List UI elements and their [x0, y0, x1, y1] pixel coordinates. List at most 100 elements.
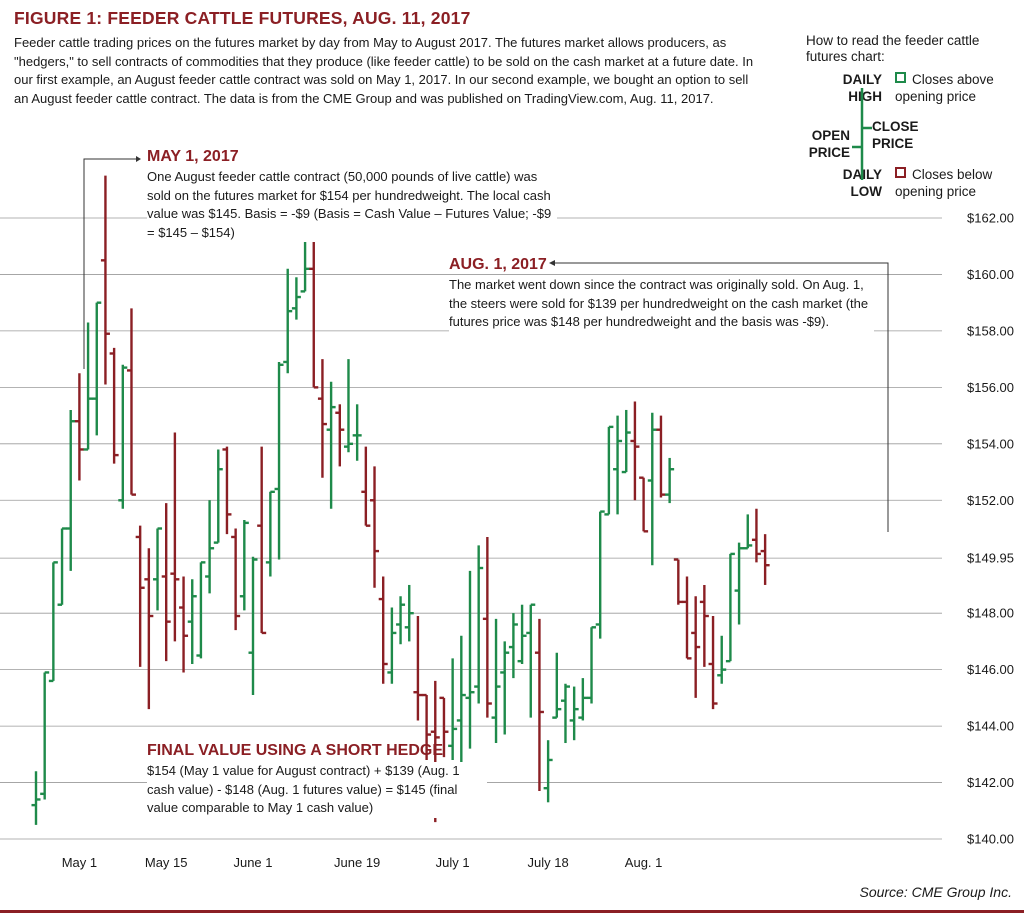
ohlc-bar — [439, 696, 449, 758]
callout-lines — [83, 156, 889, 532]
ohlc-bar — [161, 503, 171, 662]
ohlc-bar — [57, 527, 67, 606]
ohlc-bar — [422, 693, 432, 760]
legend-open-line2: PRICE — [808, 145, 850, 160]
ohlc-bar — [587, 626, 597, 704]
ohlc-bar — [300, 234, 310, 293]
ohlc-bar — [413, 616, 423, 721]
y-tick-label: $158.00 — [967, 323, 1014, 338]
y-tick-label: $162.00 — [967, 211, 1014, 226]
ohlc-bar — [508, 613, 518, 679]
ohlc-bar — [361, 446, 371, 527]
legend-closes-above-text: Closes above — [912, 72, 994, 87]
x-tick-label: June 19 — [334, 855, 380, 870]
ohlc-bar — [639, 476, 649, 533]
source-note: Source: CME Group Inc. — [859, 884, 1012, 900]
ohlc-bar — [387, 607, 397, 684]
ohlc-bar — [144, 548, 154, 710]
figure-title: FIGURE 1: FEEDER CATTLE FUTURES, AUG. 11… — [14, 8, 471, 28]
ohlc-bar — [222, 446, 232, 535]
ohlc-bars — [31, 175, 770, 825]
x-tick-label: July 1 — [436, 855, 470, 870]
legend-open-line1: OPEN — [811, 128, 850, 143]
down-square-icon — [895, 167, 906, 178]
y-tick-label: $142.00 — [967, 775, 1014, 790]
x-axis-labels: May 1 May 15 June 1 June 19 July 1 July 18 Aug… — [62, 855, 663, 870]
ohlc-bar — [717, 635, 727, 684]
may1-annotation-text: One August feeder cattle contract (50,00… — [147, 168, 557, 242]
figure-description: Feeder cattle trading prices on the futu… — [14, 35, 754, 106]
ohlc-bar — [265, 490, 275, 577]
y-tick-label: $160.00 — [967, 267, 1014, 282]
y-tick-label: $148.00 — [967, 606, 1014, 621]
y-tick-label: $140.00 — [967, 832, 1014, 847]
legend-ohlc-glyph — [852, 88, 872, 180]
legend-title: How to read the feeder cattle futures ch… — [806, 33, 980, 64]
ohlc-bar — [40, 671, 50, 800]
x-tick-label: Aug. 1 — [625, 855, 663, 870]
may1-callout-arrow — [136, 156, 141, 162]
ohlc-bar — [92, 301, 102, 436]
ohlc-bar — [291, 277, 301, 320]
legend-daily-high-line2: HIGH — [848, 89, 882, 104]
ohlc-bar — [343, 359, 353, 453]
legend-closes-below-label: Closes below opening price — [895, 166, 992, 200]
ohlc-bar — [83, 322, 93, 451]
ohlc-bar — [213, 449, 223, 544]
y-tick-label: $146.00 — [967, 662, 1014, 677]
ohlc-bar — [109, 347, 119, 464]
ohlc-bar — [370, 466, 380, 588]
ohlc-bar — [179, 576, 189, 673]
legend-close-line1: CLOSE — [872, 119, 919, 134]
aug1-callout-line — [555, 262, 889, 532]
legend-close-label: CLOSE PRICE — [872, 118, 919, 152]
ohlc-bar — [309, 215, 319, 389]
legend-closes-below-line1: Closes below — [895, 166, 992, 183]
ohlc-bar — [170, 432, 180, 642]
legend-close-line2: PRICE — [872, 136, 914, 151]
ohlc-bar — [239, 520, 249, 611]
bottom-rule — [0, 910, 1024, 913]
ohlc-bar — [274, 361, 284, 560]
aug1-annotation-date: AUG. 1, 2017 — [449, 256, 547, 273]
ohlc-bar — [317, 359, 327, 478]
legend-closes-below-line2: opening price — [895, 184, 977, 199]
ohlc-bar — [560, 683, 570, 744]
ohlc-bar — [482, 536, 492, 718]
ohlc-bar — [500, 641, 510, 735]
ohlc-bar — [283, 268, 293, 374]
up-square-icon — [895, 72, 906, 83]
x-tick-label: June 1 — [233, 855, 272, 870]
y-axis-labels: $162.00 $160.00 $158.00 $156.00 $154.00 $152.… — [967, 211, 1014, 847]
ohlc-bar — [465, 570, 475, 749]
y-tick-label: $149.95 — [967, 551, 1014, 566]
ohlc-bar — [491, 618, 501, 744]
ohlc-bar — [100, 175, 110, 385]
legend-daily-high-label: DAILY HIGH — [826, 71, 882, 105]
ohlc-bar — [187, 579, 197, 664]
ohlc-bar — [448, 658, 458, 760]
legend-closes-below-text: Closes below — [912, 167, 993, 182]
ohlc-bar — [743, 514, 753, 550]
ohlc-bar — [404, 584, 414, 642]
x-tick-label: May 1 — [62, 855, 97, 870]
ohlc-bar — [682, 576, 692, 660]
ohlc-bar — [621, 409, 631, 474]
legend-closes-above-label: Closes above opening price — [895, 71, 994, 105]
ohlc-bar — [760, 534, 770, 585]
x-tick-label: July 18 — [528, 855, 569, 870]
ohlc-bar — [352, 404, 362, 461]
ohlc-bar — [326, 381, 336, 509]
ohlc-bar — [569, 686, 579, 741]
ohlc-bar — [196, 561, 206, 659]
legend-daily-low-line2: LOW — [850, 184, 883, 199]
ohlc-bar — [474, 545, 484, 704]
ohlc-bar — [335, 404, 345, 467]
ohlc-bar — [578, 678, 588, 721]
ohlc-bar — [630, 401, 640, 501]
ohlc-bar — [604, 425, 614, 516]
legend-closes-above-line2: opening price — [895, 89, 977, 104]
ohlc-bar — [613, 415, 623, 515]
y-tick-label: $156.00 — [967, 380, 1014, 395]
